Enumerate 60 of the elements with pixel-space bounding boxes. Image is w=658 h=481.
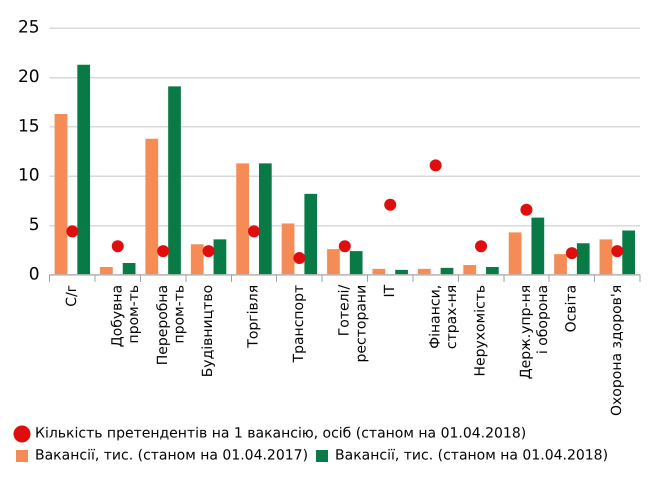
point xyxy=(157,245,170,258)
legend-label: Вакансії, тис. (станом на 01.04.2017) xyxy=(35,448,308,464)
bar xyxy=(122,262,136,274)
x-tick-label: Добувна пром-ть xyxy=(109,284,142,348)
bar xyxy=(304,194,318,274)
bar xyxy=(440,268,454,274)
bar xyxy=(531,218,544,274)
x-tick-label: Нерухомість xyxy=(472,284,489,377)
bar xyxy=(145,138,158,274)
bar xyxy=(600,239,612,274)
bar xyxy=(486,266,499,274)
bar xyxy=(236,163,249,274)
x-tick-label: Фінанси, страх-ня xyxy=(427,284,460,350)
point xyxy=(112,240,124,252)
bar xyxy=(190,244,204,274)
x-tick-label: Транспорт xyxy=(291,284,308,364)
x-tick-label: С/г xyxy=(64,284,80,307)
point xyxy=(338,240,351,252)
bar xyxy=(168,86,181,274)
y-tick-label: 20 xyxy=(18,66,40,87)
bar xyxy=(372,268,386,274)
x-tick-label: Освіта xyxy=(564,284,580,332)
bar xyxy=(463,264,476,274)
bar xyxy=(508,232,522,274)
bar xyxy=(622,230,636,274)
y-tick-label: 0 xyxy=(28,264,40,284)
x-tick-label: Охорона здоров'я xyxy=(608,284,625,416)
y-tick-label: 15 xyxy=(18,116,40,136)
point xyxy=(384,198,396,211)
bar xyxy=(258,163,272,274)
x-tick-label: ІТ xyxy=(382,284,398,298)
bar xyxy=(350,251,363,274)
x-tick-label: Торгівля xyxy=(246,284,262,349)
bar xyxy=(395,270,408,274)
y-tick-label: 25 xyxy=(18,18,40,38)
bar xyxy=(282,224,294,274)
bar xyxy=(554,254,567,274)
bar xyxy=(214,239,226,274)
point xyxy=(566,247,578,260)
point xyxy=(475,240,488,252)
point xyxy=(520,204,532,216)
bar xyxy=(576,243,590,274)
point xyxy=(293,252,306,264)
point xyxy=(611,245,624,258)
bar xyxy=(418,268,431,274)
x-tick-label: Будівництво xyxy=(200,284,216,378)
y-tick-label: 10 xyxy=(18,166,40,186)
x-tick-label: Готелі/ ресторани xyxy=(336,284,370,362)
y-tick-label: 5 xyxy=(28,214,40,235)
bar xyxy=(100,266,113,274)
point xyxy=(202,245,215,258)
bar xyxy=(327,249,340,274)
point xyxy=(66,225,78,238)
legend-label: Вакансії, тис. (станом на 01.04.2018) xyxy=(335,448,608,464)
bar xyxy=(54,114,68,274)
x-tick-label: Держ.упр-ня і оборона xyxy=(518,284,551,380)
point xyxy=(430,159,442,172)
legend-label: Кількість претендентів на 1 вакансію, осіб (станом на 01.04.2018) xyxy=(35,426,526,442)
bar xyxy=(77,64,90,274)
point xyxy=(248,225,260,238)
